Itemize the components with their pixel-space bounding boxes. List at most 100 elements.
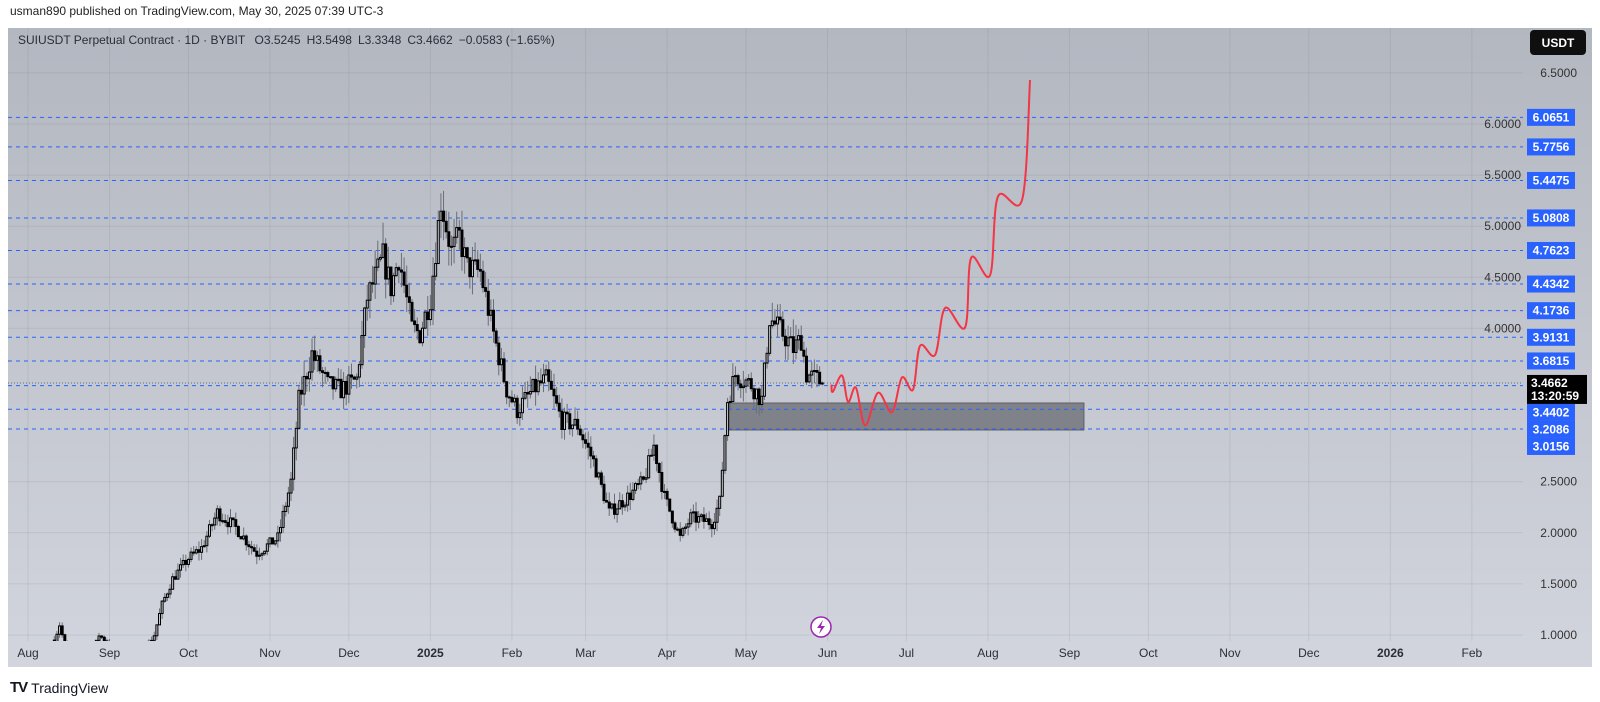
candle-down: [328, 376, 332, 379]
candle-up: [93, 650, 95, 652]
current-price-label: 3.4662: [1531, 376, 1568, 390]
price-axis[interactable]: 6.5000 6.0000 5.5000 5.0000 4.5000 4.0000 2.50…: [1484, 66, 1577, 642]
candle-up: [436, 220, 440, 264]
candle-up: [257, 554, 261, 557]
candle-down: [184, 559, 188, 565]
candle-up: [307, 371, 311, 380]
candle-up: [158, 613, 161, 626]
candle-down: [576, 418, 580, 430]
candle-down: [402, 271, 406, 286]
time-tick-label: Feb: [1462, 646, 1483, 660]
candle-down: [173, 576, 177, 580]
candle-up: [421, 327, 424, 344]
candle-up: [431, 275, 435, 311]
candle-down: [641, 476, 645, 480]
candle-up: [626, 492, 630, 506]
candle-down: [442, 210, 446, 222]
candle-down: [339, 378, 343, 399]
candle-down: [352, 376, 356, 380]
price-level-label: 3.2086: [1533, 422, 1570, 436]
logo-text: TradingView: [31, 679, 109, 696]
candle-down: [655, 444, 659, 465]
candle-up: [423, 311, 427, 329]
candle-up: [200, 546, 204, 553]
candle-down: [612, 503, 616, 515]
candle-up: [473, 259, 477, 262]
price-level-label: 6.0651: [1533, 110, 1570, 124]
candle-down: [678, 528, 682, 536]
time-tick-label: Aug: [17, 646, 38, 660]
candle-up: [132, 651, 134, 654]
candle-down: [331, 376, 335, 390]
candle-down: [69, 645, 71, 646]
currency-button[interactable]: USDT: [1530, 30, 1586, 55]
candle-down: [197, 549, 201, 553]
candle-down: [557, 402, 561, 412]
tradingview-logo[interactable]: TV TradingView: [10, 679, 108, 696]
candle-down: [63, 634, 67, 641]
time-tick-label: Jun: [818, 646, 837, 660]
candle-up: [762, 362, 766, 397]
candle-down: [399, 269, 403, 273]
candle-up: [744, 379, 748, 387]
candle-down: [781, 319, 785, 337]
candle-up: [87, 649, 89, 650]
candle-down: [739, 383, 743, 389]
candle-down: [607, 501, 611, 509]
candle-up: [623, 504, 627, 508]
candle-down: [478, 268, 482, 272]
candle-down: [584, 439, 588, 444]
candle-down: [449, 245, 453, 248]
legend-change: −0.0583 (−1.65%): [458, 33, 555, 47]
candle-down: [602, 483, 606, 502]
candle-down: [444, 220, 448, 233]
candle-up: [97, 635, 101, 641]
candle-up: [215, 508, 219, 519]
candle-down: [389, 266, 393, 297]
grid: [8, 28, 1523, 641]
candle-up: [242, 535, 246, 540]
symbol-legend: SUIUSDT Perpetual Contract · 1D · BYBIT …: [18, 33, 561, 47]
candle-up: [376, 258, 380, 268]
candle-up: [544, 369, 548, 376]
price-tick-label: 5.0000: [1484, 219, 1521, 233]
candle-down: [476, 259, 480, 270]
lightning-icon[interactable]: [810, 616, 832, 638]
candle-up: [292, 447, 296, 480]
candle-up: [644, 477, 648, 480]
candle-down: [250, 546, 254, 549]
candle-up: [610, 503, 614, 509]
candle-up: [194, 549, 198, 554]
candle-down: [371, 282, 375, 285]
candle-up: [381, 243, 385, 258]
price-level-label-box: [1527, 302, 1575, 320]
candle-down: [465, 247, 469, 259]
time-axis[interactable]: Aug Sep Oct Nov Dec 2025 Feb Mar Apr May Jun Jul Aug…: [17, 646, 1482, 660]
candle-down: [415, 324, 419, 332]
candle-up: [392, 275, 396, 297]
candle-down: [90, 649, 92, 652]
price-level-label: 4.1736: [1533, 304, 1570, 318]
candle-up: [281, 510, 285, 528]
time-tick-label: Apr: [658, 646, 677, 660]
candle-up: [294, 427, 298, 449]
candle-up: [765, 352, 769, 364]
candle-down: [549, 380, 553, 390]
legend-open: O3.5245: [254, 33, 301, 47]
candle-up: [520, 397, 524, 414]
candle-down: [657, 463, 661, 474]
price-tick-label: 2.5000: [1540, 475, 1577, 489]
candle-up: [570, 424, 574, 430]
time-tick-label: Nov: [259, 646, 280, 660]
price-level-label-box: [1527, 108, 1575, 126]
candle-up: [728, 401, 732, 404]
candle-down: [581, 434, 585, 441]
candle-down: [510, 396, 514, 403]
price-level-label: 3.0156: [1533, 439, 1570, 453]
candle-up: [363, 307, 367, 337]
candle-down: [127, 651, 129, 655]
candle-up: [155, 624, 159, 637]
candle-down: [539, 380, 543, 384]
time-tick-label: Jul: [899, 646, 914, 660]
